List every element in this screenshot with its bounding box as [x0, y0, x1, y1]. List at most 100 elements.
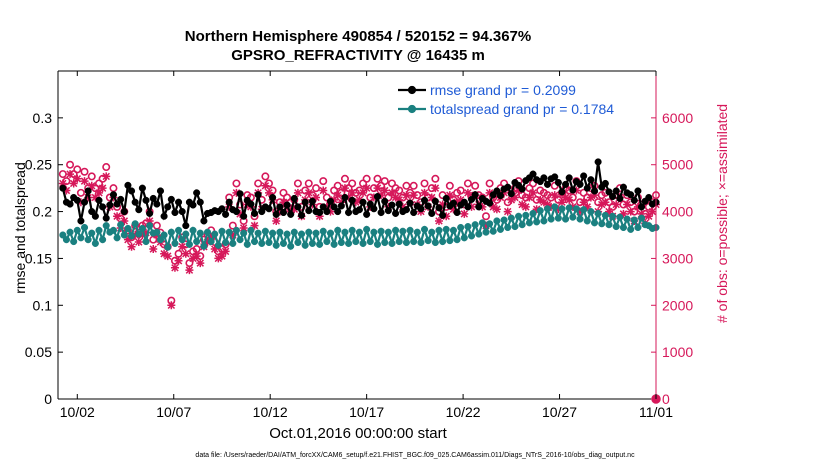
- rmse-point: [420, 196, 429, 204]
- rmse-point: [363, 210, 371, 218]
- rmse-point: [156, 187, 165, 195]
- rmse-point: [95, 196, 103, 204]
- totalspread-point: [182, 230, 190, 238]
- rmse-point: [341, 193, 349, 202]
- totalspread-point: [460, 234, 468, 242]
- totalspread-point: [384, 228, 392, 236]
- rmse-point: [301, 198, 309, 206]
- obs-assimilated-point: [293, 188, 302, 197]
- obs-assimilated-point: [279, 198, 288, 207]
- x-tick-label: 10/07: [156, 404, 191, 420]
- rmse-point: [453, 208, 461, 217]
- obs-possible-point: [362, 174, 371, 183]
- rmse-point: [518, 185, 526, 193]
- obs-assimilated-point: [221, 247, 230, 256]
- totalspread-point: [627, 225, 635, 233]
- totalspread-point: [240, 229, 248, 237]
- totalspread-point: [609, 212, 617, 220]
- obs-assimilated-point: [348, 188, 357, 197]
- obs-possible-point: [87, 172, 96, 181]
- obs-assimilated-point: [185, 266, 194, 275]
- rmse-point: [308, 197, 316, 205]
- obs-assimilated-point: [330, 195, 339, 204]
- totalspread-point: [236, 236, 244, 244]
- obs-assimilated-point: [572, 186, 581, 195]
- rmse-point: [250, 209, 259, 217]
- rmse-point: [265, 205, 273, 213]
- totalspread-point: [99, 236, 107, 244]
- totalspread-point: [377, 227, 385, 235]
- obs-assimilated-point: [576, 207, 585, 216]
- rmse-point: [189, 201, 197, 209]
- rmse-point: [486, 199, 494, 207]
- obs-possible-point: [312, 184, 321, 193]
- obs-assimilated-point: [344, 193, 353, 202]
- totalspread-point: [547, 215, 555, 223]
- rmse-point: [146, 209, 154, 217]
- obs-possible-point: [80, 167, 89, 176]
- totalspread-point: [185, 240, 193, 248]
- rmse-point: [232, 208, 240, 216]
- obs-assimilated-point: [492, 205, 501, 214]
- x-tick-label: 11/01: [639, 404, 673, 420]
- totalspread-point: [420, 225, 429, 233]
- obs-assimilated-point: [377, 191, 386, 200]
- obs-assimilated-point: [539, 198, 548, 207]
- obs-assimilated-point: [387, 188, 396, 197]
- obs-assimilated-point: [557, 198, 566, 207]
- obs-assimilated-point: [463, 188, 472, 197]
- obs-assimilated-point: [438, 200, 447, 209]
- legend: rmse grand pr = 0.2099 totalspread grand …: [398, 82, 614, 117]
- obs-assimilated-point: [568, 202, 577, 211]
- obs-assimilated-point: [142, 228, 151, 237]
- obs-assimilated-point: [272, 216, 281, 225]
- obs-assimilated-point: [485, 188, 494, 197]
- totalspread-point: [330, 240, 338, 248]
- obs-possible-point: [232, 179, 241, 188]
- obs-possible-point: [482, 212, 491, 221]
- totalspread-point: [261, 227, 269, 235]
- totalspread-point: [478, 219, 486, 227]
- rmse-point: [637, 203, 646, 211]
- rmse-point: [616, 194, 624, 203]
- obs-possible-point: [340, 174, 349, 183]
- x-tick-label: 10/02: [60, 404, 95, 420]
- obs-possible-point: [431, 174, 440, 183]
- obs-assimilated-point: [138, 231, 147, 239]
- obs-assimilated-point: [579, 198, 588, 207]
- totalspread-point: [562, 215, 570, 223]
- totalspread-point: [518, 221, 526, 229]
- y-tick-label-left: 0.3: [33, 110, 53, 126]
- totalspread-point: [395, 238, 403, 246]
- rmse-point: [142, 196, 150, 204]
- rmse-point: [77, 217, 85, 225]
- totalspread-point: [355, 228, 363, 236]
- totalspread-point: [276, 228, 284, 236]
- totalspread-point: [500, 216, 508, 224]
- rmse-point: [601, 179, 609, 188]
- totalspread-point: [536, 207, 544, 215]
- totalspread-point: [265, 238, 273, 247]
- x-tick-label: 10/22: [446, 404, 481, 420]
- totalspread-point: [453, 236, 461, 244]
- rmse-point: [612, 187, 620, 195]
- obs-assimilated-point: [322, 202, 331, 211]
- obs-possible-point: [254, 179, 263, 188]
- totalspread-point: [417, 238, 425, 247]
- obs-assimilated-point: [250, 221, 259, 230]
- totalspread-point: [413, 228, 421, 236]
- rmse-point: [395, 200, 403, 208]
- totalspread-point: [214, 241, 222, 249]
- rmse-point: [269, 193, 277, 202]
- totalspread-point: [366, 238, 374, 246]
- obs-assimilated-point: [434, 216, 443, 225]
- totalspread-point: [373, 240, 382, 248]
- obs-assimilated-point: [633, 202, 642, 211]
- obs-assimilated-point: [543, 200, 552, 209]
- obs-possible-point: [66, 160, 75, 169]
- rmse-point: [402, 206, 410, 214]
- rmse-point: [373, 193, 382, 201]
- obs-assimilated-point: [510, 193, 519, 202]
- totalspread-point: [62, 236, 70, 244]
- obs-assimilated-point: [76, 198, 85, 207]
